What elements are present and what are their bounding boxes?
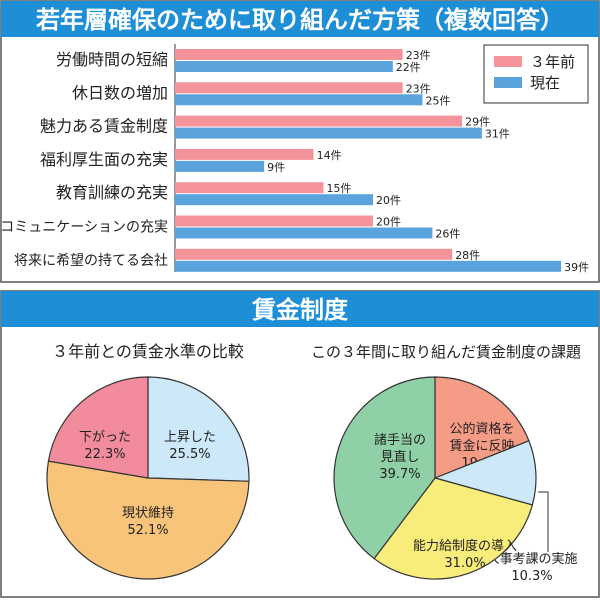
bar-value-label: 15件: [327, 182, 352, 195]
pie1-slice-label: 下がった: [79, 430, 131, 445]
bar-value-label: 20件: [376, 194, 401, 207]
bar-prev: [175, 115, 463, 127]
bar-value-label: 28件: [455, 249, 480, 262]
bar-current: [175, 227, 433, 239]
bar-value-label: 39件: [564, 261, 589, 274]
bar-current: [175, 61, 393, 72]
pie2-slice-value: 10.3%: [511, 569, 552, 584]
pie1-slice: [147, 376, 250, 482]
legend-swatch: [494, 56, 522, 67]
pie1-slice: [47, 376, 149, 479]
pie1-slice-value: 25.5%: [169, 447, 210, 462]
bar-value-label: 31件: [485, 128, 510, 141]
legend-swatch: [494, 77, 522, 88]
bar-current: [175, 127, 482, 139]
bar-value-label: 9件: [267, 161, 285, 174]
bar-prev: [175, 82, 403, 94]
bar-prev: [175, 248, 453, 260]
bar-current: [175, 194, 373, 206]
pie1-slice: [46, 460, 250, 580]
pie-section-title-bg: [1, 291, 599, 327]
legend-label: 現在: [530, 74, 560, 92]
bar-value-label: 29件: [465, 116, 490, 129]
pie2-slice-label: 賃金に反映: [449, 438, 514, 454]
pie1-title: ３年前との賃金水準の比較: [52, 342, 244, 361]
bar-value-label: 14件: [317, 149, 342, 162]
bar-title-bg: [1, 1, 599, 37]
pie2-slice-label: 人事考課の実施: [486, 551, 577, 567]
category-label: コミュニケーションの充実: [0, 220, 168, 236]
bar-prev: [175, 215, 373, 227]
bar-current: [175, 160, 265, 172]
pie2-title: この３年間に取り組んだ賃金制度の課題: [311, 343, 581, 361]
bar-value-label: 22件: [396, 61, 421, 74]
category-label: 教育訓練の充実: [56, 183, 168, 202]
pie1-slice-label: 現状維持: [122, 506, 174, 521]
pie2-slice-label: 公的資格を: [449, 421, 514, 437]
pie2-slice-value: 31.0%: [444, 556, 485, 571]
bar-prev: [175, 49, 403, 60]
pie2-slice: [373, 477, 534, 580]
bar-value-label: 25件: [426, 94, 451, 107]
bar-value-label: 23件: [406, 82, 431, 95]
bar-current: [175, 260, 562, 272]
pie2-slice-label: 能力給制度の導入: [413, 538, 517, 554]
bar-chart-title: 若年層確保のために取り組んだ方策（複数回答）: [35, 6, 564, 34]
bar-value-label: 26件: [435, 228, 460, 241]
pie2-slice-label: 見直し: [380, 450, 419, 465]
category-label: 休日数の増加: [72, 83, 168, 102]
pie-section-title: 賃金制度: [251, 296, 349, 324]
legend-label: ３年前: [530, 53, 575, 71]
bar-value-label: 23件: [406, 49, 431, 62]
pie2-slice: [434, 376, 530, 479]
category-label: 労働時間の短縮: [56, 50, 168, 69]
pie2-slice: [333, 376, 436, 560]
category-label: 魅力ある賃金制度: [40, 117, 168, 136]
pie1-slice-value: 22.3%: [84, 447, 125, 462]
bar-value-label: 20件: [376, 216, 401, 229]
pie2-leader-line: [538, 491, 549, 552]
pie2-slice-value: 39.7%: [379, 467, 420, 482]
legend: [483, 44, 589, 104]
pie1-slice-label: 上昇した: [164, 430, 216, 445]
pie2-slice-label: 諸手当の: [374, 432, 426, 448]
bar-prev: [175, 148, 314, 160]
bar-panel: [0, 0, 600, 283]
category-label: 将来に希望の持てる会社: [14, 253, 168, 269]
bar-current: [175, 94, 423, 106]
category-label: 福利厚生面の充実: [40, 150, 168, 169]
bar-prev: [175, 182, 324, 194]
pie1-slice-value: 52.1%: [127, 523, 168, 538]
